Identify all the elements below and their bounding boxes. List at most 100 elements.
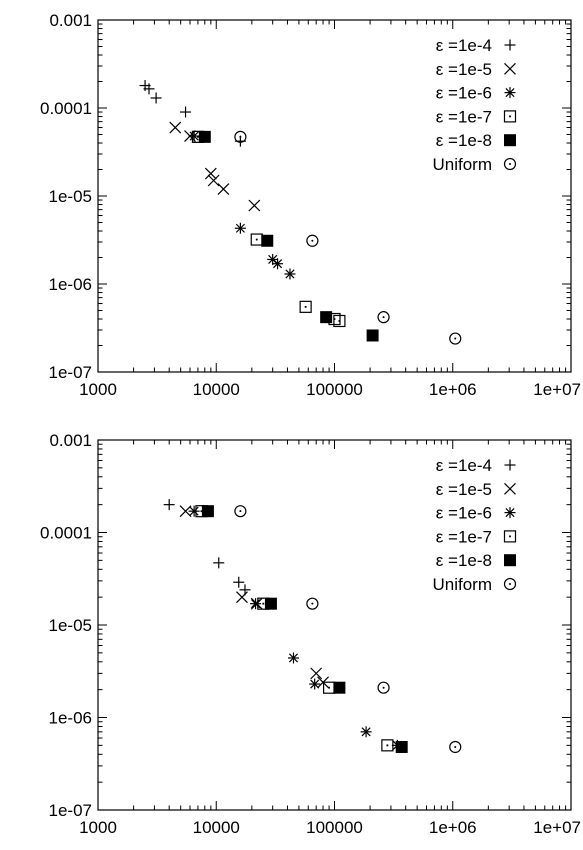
data-point — [306, 597, 319, 610]
legend-marker — [503, 110, 517, 123]
y-tick-label: 0.0001 — [40, 524, 92, 543]
legend-label: ε =1e-5 — [436, 480, 492, 499]
series-2 — [179, 505, 329, 689]
legend-label: ε =1e-7 — [436, 107, 492, 126]
data-point — [169, 121, 182, 134]
legend: ε =1e-4 ε =1e-5 ε =1e-6 ε =1e-7 ε =1e-8 Unifo… — [432, 36, 517, 174]
y-tick-label: 0.001 — [49, 431, 92, 450]
data-point — [179, 505, 192, 518]
legend-marker — [504, 134, 516, 147]
y-tick-label: 1e-06 — [49, 275, 92, 294]
data-point — [284, 268, 296, 280]
data-point — [234, 130, 247, 143]
series-5 — [201, 505, 408, 753]
y-tick-label: 1e-05 — [49, 187, 92, 206]
data-point — [306, 234, 319, 247]
data-point — [250, 598, 262, 610]
legend-label: ε =1e-7 — [436, 527, 492, 546]
data-point — [333, 314, 346, 328]
y-tick-label: 1e-07 — [49, 363, 92, 382]
x-tick-label: 1000 — [79, 380, 117, 399]
x-tick-label: 1e+07 — [533, 380, 581, 399]
legend: ε =1e-4 ε =1e-5 ε =1e-6 ε =1e-7 ε =1e-8 Unifo… — [432, 456, 517, 594]
data-point — [234, 222, 246, 234]
data-point — [381, 739, 394, 752]
data-point — [248, 199, 261, 212]
data-point — [360, 726, 372, 738]
legend-label: ε =1e-5 — [436, 60, 492, 79]
data-point — [201, 505, 214, 518]
x-tick-label: 10000 — [193, 818, 240, 837]
series-4 — [195, 505, 394, 752]
x-tick-label: 10000 — [193, 380, 240, 399]
data-point — [250, 233, 263, 246]
data-point — [366, 329, 379, 342]
data-point — [272, 258, 284, 270]
data-point — [261, 234, 274, 247]
legend-marker — [504, 62, 516, 75]
legend-label: Uniform — [432, 575, 492, 594]
legend-marker — [503, 577, 517, 591]
data-point — [449, 332, 462, 345]
series-3 — [188, 505, 403, 751]
data-point — [143, 83, 155, 95]
legend-label: ε =1e-4 — [436, 36, 492, 55]
legend-label: ε =1e-8 — [436, 131, 492, 150]
data-point — [213, 557, 225, 569]
data-point — [233, 576, 245, 588]
legend-label: ε =1e-4 — [436, 456, 492, 475]
series-4 — [191, 130, 346, 328]
legend-label: Uniform — [432, 155, 492, 174]
x-tick-label: 100000 — [306, 380, 363, 399]
data-point — [395, 740, 408, 753]
data-point — [163, 499, 175, 511]
legend-label: ε =1e-8 — [436, 551, 492, 570]
legend-marker — [504, 507, 516, 519]
series-6 — [234, 130, 462, 345]
x-tick-label: 1e+07 — [533, 818, 581, 837]
data-point — [264, 597, 277, 610]
data-point — [217, 183, 230, 195]
legend-label: ε =1e-6 — [436, 504, 492, 523]
x-tick-label: 1e+06 — [429, 380, 477, 399]
data-point — [377, 681, 390, 694]
data-point — [207, 174, 220, 187]
data-point — [234, 505, 247, 518]
legend-marker — [504, 87, 516, 99]
data-point — [150, 92, 162, 104]
x-tick-label: 1e+06 — [429, 818, 477, 837]
x-tick-label: 100000 — [306, 818, 363, 837]
data-point — [333, 681, 346, 694]
legend-label: ε =1e-6 — [436, 84, 492, 103]
y-tick-label: 0.0001 — [40, 99, 92, 118]
y-tick-label: 0.001 — [49, 11, 92, 30]
y-tick-label: 1e-07 — [49, 801, 92, 820]
plot-frame — [97, 439, 572, 811]
legend-marker — [503, 157, 517, 171]
x-tick-label: 1000 — [79, 818, 117, 837]
data-point — [310, 667, 323, 680]
y-tick-label: 1e-06 — [49, 709, 92, 728]
data-point — [377, 311, 390, 324]
legend-marker — [503, 530, 517, 543]
data-point — [287, 652, 299, 664]
legend-marker — [504, 39, 516, 51]
data-point — [449, 740, 462, 754]
series-3 — [188, 130, 296, 280]
data-point — [180, 106, 192, 118]
y-tick-label: 1e-05 — [49, 616, 92, 635]
data-point — [320, 311, 333, 324]
data-point — [309, 678, 321, 690]
legend-marker — [504, 554, 516, 567]
data-point — [236, 591, 248, 604]
data-point — [299, 300, 312, 313]
data-point — [188, 505, 200, 517]
series-2 — [169, 121, 261, 212]
data-point — [204, 167, 217, 180]
series-6 — [234, 505, 462, 754]
series-5 — [198, 130, 379, 342]
